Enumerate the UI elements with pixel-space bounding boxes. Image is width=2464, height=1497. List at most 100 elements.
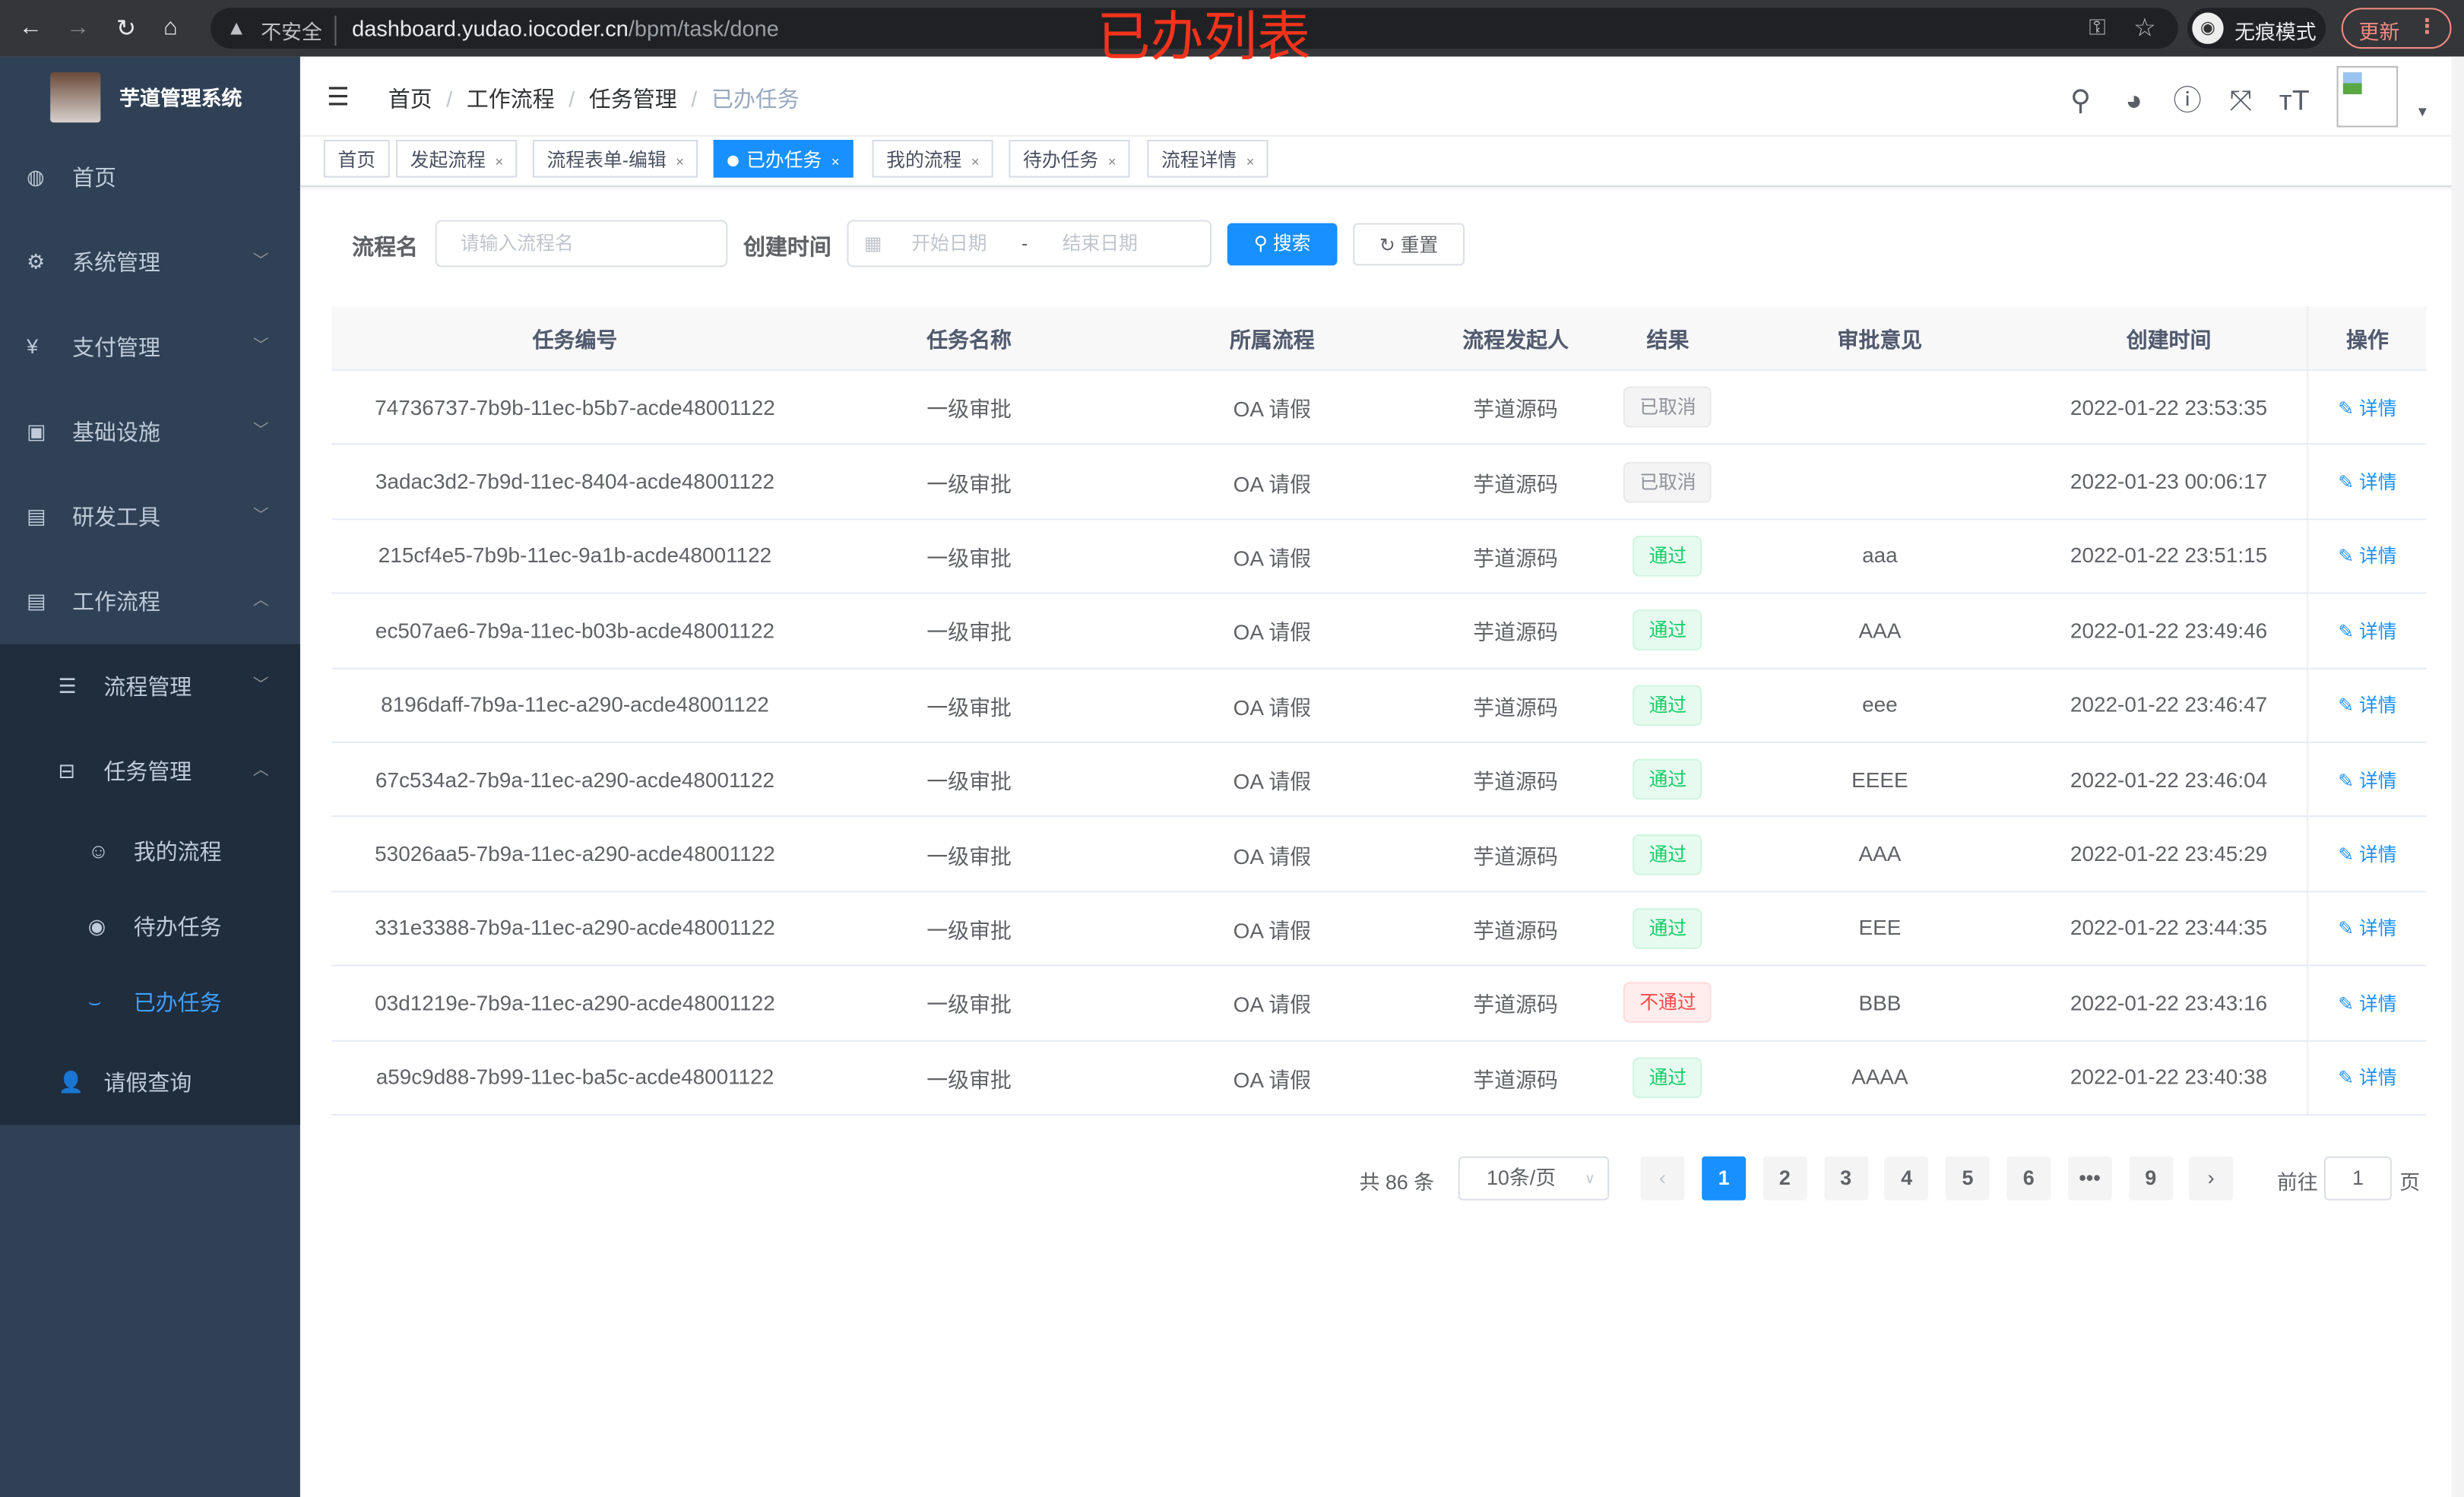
url-text[interactable]: dashboard.yudao.iocoder.cn/bpm/task/done <box>352 16 779 41</box>
breadcrumb-item[interactable]: 首页 <box>388 86 432 112</box>
initiator-cell: 芋道源码 <box>1473 770 1558 794</box>
avatar[interactable] <box>2336 65 2399 128</box>
sidebar-item-label: 请假查询 <box>103 1070 192 1096</box>
github-icon[interactable]: ◕ <box>2125 84 2143 117</box>
reload-icon[interactable]: ↻ <box>116 15 137 43</box>
tag-my-process[interactable]: 我的流程 × <box>872 140 994 178</box>
sidebar-item-process-manage[interactable]: ☰ 流程管理 ﹀ <box>0 644 300 730</box>
page-size-select[interactable]: 10条/页 ∨ <box>1458 1156 1610 1201</box>
detail-button[interactable]: ✎ 详情 <box>2338 766 2396 793</box>
back-icon[interactable]: ← <box>18 14 43 41</box>
prev-page-button[interactable]: ‹ <box>1640 1156 1685 1201</box>
address-bar[interactable]: ▲ 不安全 dashboard.yudao.iocoder.cn/bpm/tas… <box>211 8 2178 49</box>
caret-down-icon[interactable]: ▼ <box>2415 103 2430 120</box>
chevron-down-icon: ∨ <box>1584 1170 1595 1187</box>
sidebar-item-leave[interactable]: 👤 请假查询 <box>0 1040 300 1125</box>
initiator-cell: 芋道源码 <box>1473 993 1558 1018</box>
task-id-cell: 67c534a2-7b9a-11ec-a290-acde48001122 <box>375 767 775 792</box>
chevron-up-icon: ︿ <box>252 761 269 780</box>
create-time-cell: 2022-01-23 00:06:17 <box>2070 470 2268 494</box>
update-button[interactable]: 更新 ⋮ <box>2341 8 2452 49</box>
page-button[interactable]: 5 <box>1946 1156 1990 1201</box>
key-icon[interactable]: ⚿ <box>2089 14 2106 40</box>
close-icon[interactable]: × <box>495 153 504 170</box>
tag-todo[interactable]: 待办任务 × <box>1009 140 1131 178</box>
tag-home[interactable]: 首页 <box>323 140 390 178</box>
sidebar-item-todo[interactable]: ◉ 待办任务 <box>0 889 300 964</box>
close-icon[interactable]: × <box>831 153 840 170</box>
next-page-button[interactable]: › <box>2189 1156 2234 1201</box>
close-icon[interactable]: × <box>1246 153 1255 170</box>
close-icon[interactable]: × <box>1107 153 1116 170</box>
create-time-cell: 2022-01-22 23:46:47 <box>2070 693 2268 717</box>
search-icon[interactable]: ⚲ <box>2070 84 2092 117</box>
detail-button[interactable]: ✎ 详情 <box>2338 617 2396 644</box>
detail-button[interactable]: ✎ 详情 <box>2338 692 2396 718</box>
sidebar-item-pay[interactable]: ¥ 支付管理 ﹀ <box>0 305 300 390</box>
process-name-input[interactable]: 请输入流程名 <box>435 220 728 267</box>
action-cell: ✎ 详情 <box>2307 966 2426 1040</box>
result-cell: 通过 <box>1607 758 1729 800</box>
tag-process-detail[interactable]: 流程详情 × <box>1147 140 1269 178</box>
sidebar-item-label: 首页 <box>72 165 117 191</box>
sidebar-item-task-manage[interactable]: ⊟ 任务管理 ︿ <box>0 729 300 814</box>
page-button[interactable]: 1 <box>1702 1156 1747 1201</box>
incognito-badge[interactable]: ◉ 无痕模式 <box>2187 8 2326 49</box>
detail-button[interactable]: ✎ 详情 <box>2338 468 2396 495</box>
detail-button[interactable]: ✎ 详情 <box>2338 1064 2396 1090</box>
page-button[interactable]: 9 <box>2128 1156 2173 1201</box>
page-button[interactable]: 3 <box>1823 1156 1868 1201</box>
close-icon[interactable]: × <box>971 153 980 170</box>
forward-icon[interactable]: → <box>65 14 90 41</box>
sidebar-item-done[interactable]: ⌣ 已办任务 <box>0 965 300 1040</box>
sidebar-item-workflow[interactable]: ▤ 工作流程 ︿ <box>0 559 300 644</box>
breadcrumb-item[interactable]: 工作流程 <box>466 86 555 112</box>
close-icon[interactable]: × <box>676 153 684 170</box>
column-header: 任务名称 <box>926 328 1012 353</box>
column-header: 创建时间 <box>2126 328 2212 353</box>
tag-form-edit[interactable]: 流程表单-编辑 × <box>532 140 698 178</box>
font-size-icon[interactable]: ᴛT <box>2279 84 2310 117</box>
date-range-picker[interactable]: ▦ 开始日期 - 结束日期 <box>847 220 1212 267</box>
comment-cell: eee <box>1862 693 1898 717</box>
page-scrollbar[interactable] <box>2451 56 2464 1497</box>
tree-icon: ⊟ <box>58 758 76 783</box>
more-pages-button[interactable]: ••• <box>2067 1156 2112 1201</box>
create-time-cell: 2022-01-22 23:40:38 <box>2070 1065 2268 1090</box>
detail-label: 详情 <box>2358 546 2397 568</box>
start-date-input[interactable]: 开始日期 <box>911 233 987 255</box>
logo[interactable]: 芋道管理系统 <box>0 56 300 135</box>
fullscreen-icon[interactable]: ⤧ <box>2229 84 2253 117</box>
detail-button[interactable]: ✎ 详情 <box>2338 394 2396 420</box>
sidebar-item-home[interactable]: ◍ 首页 <box>0 135 300 220</box>
task-name-cell: 一级审批 <box>926 844 1012 869</box>
sidebar-item-infra[interactable]: ▣ 基础设施 ﹀ <box>0 390 300 475</box>
detail-button[interactable]: ✎ 详情 <box>2338 543 2396 569</box>
breadcrumb-item[interactable]: 任务管理 <box>588 86 677 112</box>
sidebar-item-devtools[interactable]: ▤ 研发工具 ﹀ <box>0 474 300 559</box>
search-button[interactable]: ⚲ 搜索 <box>1227 223 1338 266</box>
home-icon[interactable]: ⌂ <box>163 14 178 41</box>
detail-button[interactable]: ✎ 详情 <box>2338 915 2396 942</box>
tag-done-tasks[interactable]: 已办任务 × <box>713 140 854 178</box>
help-icon[interactable]: ⓘ <box>2173 84 2202 117</box>
end-date-input[interactable]: 结束日期 <box>1062 233 1138 255</box>
task-id-cell: a59c9d88-7b99-11ec-ba5c-acde48001122 <box>375 1065 774 1090</box>
tag-start-process[interactable]: 发起流程 × <box>396 140 518 178</box>
detail-button[interactable]: ✎ 详情 <box>2338 989 2396 1016</box>
page-button[interactable]: 6 <box>2006 1156 2051 1201</box>
goto-page-input[interactable]: 1 <box>2323 1156 2392 1201</box>
detail-button[interactable]: ✎ 详情 <box>2338 840 2396 867</box>
reset-button[interactable]: ↻ 重置 <box>1353 223 1465 266</box>
edit-icon: ✎ <box>2338 843 2359 866</box>
page-button[interactable]: 2 <box>1762 1156 1807 1201</box>
hamburger-icon[interactable]: ☰ <box>327 84 350 112</box>
logo-image <box>50 72 101 123</box>
sidebar-item-label: 工作流程 <box>72 589 160 615</box>
sidebar-item-my-process[interactable]: ☺ 我的流程 <box>0 814 300 889</box>
star-icon[interactable]: ☆ <box>2133 15 2156 43</box>
breadcrumb: 首页 / 工作流程 / 任务管理 / 已办任务 <box>388 86 800 112</box>
page-button[interactable]: 4 <box>1884 1156 1929 1201</box>
sidebar-item-system[interactable]: ⚙ 系统管理 ﹀ <box>0 220 300 305</box>
process-name-label: 流程名 <box>352 234 418 260</box>
